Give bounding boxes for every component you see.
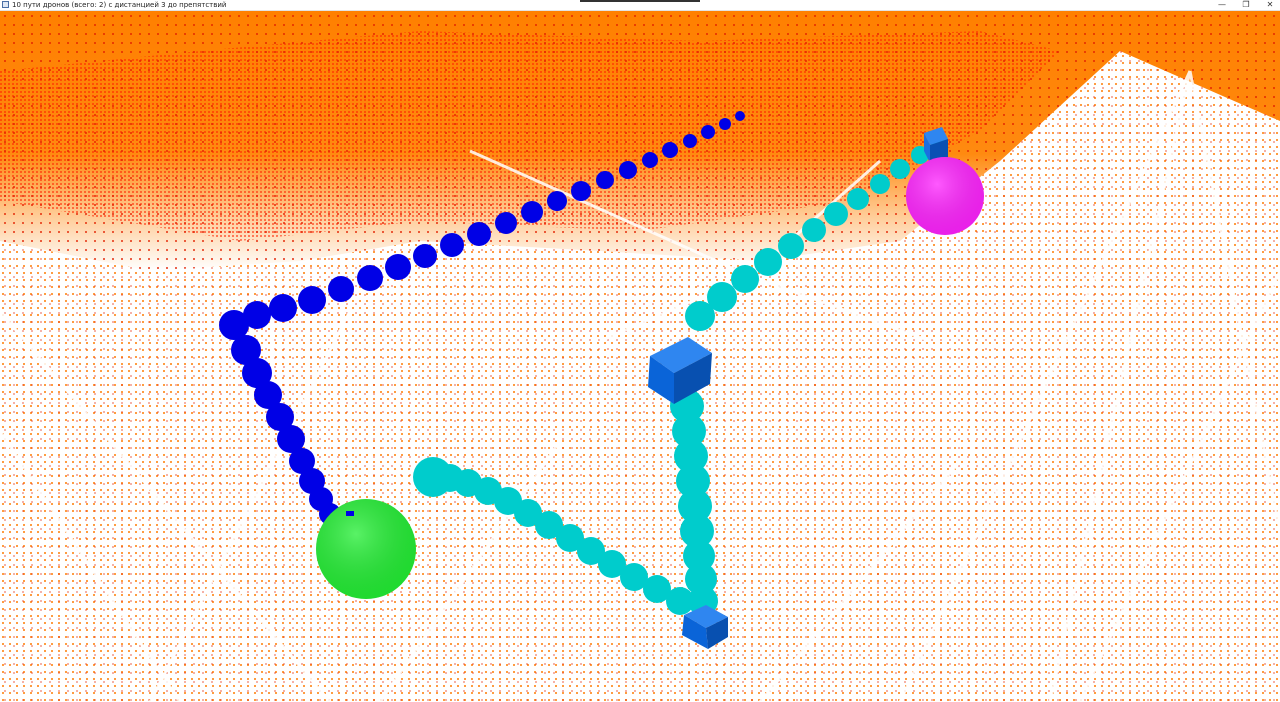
scene-canvas[interactable]: [0, 11, 1280, 702]
waypoint-cube-bottom: [682, 605, 728, 649]
drone-path-cyan: [413, 133, 946, 616]
title-drag-indicator: [580, 0, 700, 2]
close-button[interactable]: ✕: [1266, 0, 1274, 9]
perspective-streaks: [0, 70, 1280, 702]
window-title: 10 пути дронов (всего: 2) с дистанцией 3…: [12, 1, 227, 9]
3d-viewport[interactable]: [0, 11, 1280, 702]
waypoint-cube-middle: [648, 337, 712, 404]
drone-path-blue: [219, 111, 745, 525]
waypoint-cube-top: [924, 127, 948, 163]
obstacle-cloud: [0, 11, 1280, 271]
app-icon: [2, 1, 9, 8]
title-bar[interactable]: 10 пути дронов (всего: 2) с дистанцией 3…: [0, 0, 1280, 11]
start-marker-sphere: [316, 499, 416, 599]
maximize-button[interactable]: ❐: [1242, 0, 1250, 9]
goal-marker-sphere: [906, 157, 984, 235]
minimize-button[interactable]: —: [1218, 0, 1226, 9]
